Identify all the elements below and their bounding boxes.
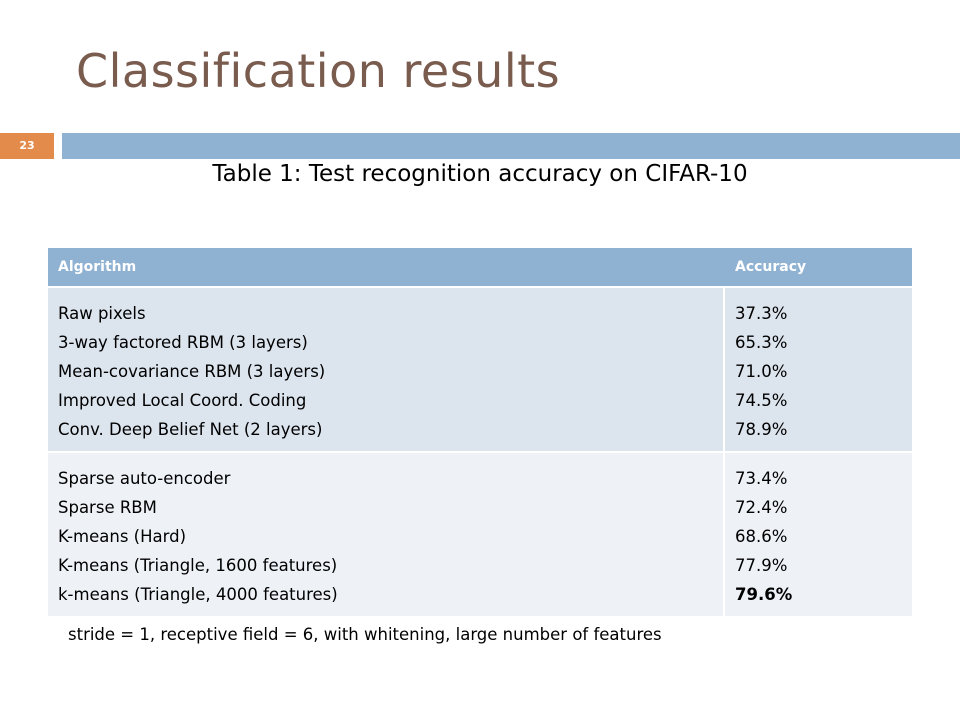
header-accuracy: Accuracy	[735, 259, 807, 275]
table-caption: Table 1: Test recognition accuracy on CI…	[212, 161, 748, 187]
footnote: stride = 1, receptive field = 6, with wh…	[68, 625, 662, 644]
table-row-group-proposed: Sparse auto-encoder Sparse RBM K-means (…	[48, 451, 912, 616]
accuracy-cell: 37.3% 65.3% 71.0% 74.5% 78.9%	[725, 288, 912, 451]
header-algorithm: Algorithm	[58, 259, 137, 275]
algorithm-name: Conv. Deep Belief Net (2 layers)	[58, 420, 323, 439]
header-rule	[62, 133, 960, 159]
algorithm-name: k-means (Triangle, 4000 features)	[58, 585, 338, 604]
algorithm-cell: Sparse auto-encoder Sparse RBM K-means (…	[48, 453, 725, 616]
results-table: Algorithm Accuracy Raw pixels 3-way fact…	[48, 248, 912, 616]
algorithm-cell: Raw pixels 3-way factored RBM (3 layers)…	[48, 288, 725, 451]
algorithm-name: K-means (Hard)	[58, 527, 187, 546]
table-row-group-baselines: Raw pixels 3-way factored RBM (3 layers)…	[48, 286, 912, 451]
accuracy-value: 77.9%	[735, 556, 788, 575]
algorithm-name: 3-way factored RBM (3 layers)	[58, 333, 308, 352]
algorithm-name: Mean-covariance RBM (3 layers)	[58, 362, 326, 381]
algorithm-name: Improved Local Coord. Coding	[58, 391, 307, 410]
accuracy-value: 72.4%	[735, 498, 788, 517]
accuracy-value: 73.4%	[735, 469, 788, 488]
slide-title: Classification results	[76, 44, 561, 98]
table-header-row: Algorithm Accuracy	[48, 248, 912, 286]
accuracy-value: 37.3%	[735, 304, 788, 323]
accuracy-value: 71.0%	[735, 362, 788, 381]
page-number-badge: 23	[0, 133, 54, 159]
algorithm-name: Sparse RBM	[58, 498, 157, 517]
algorithm-name: K-means (Triangle, 1600 features)	[58, 556, 338, 575]
accuracy-value: 74.5%	[735, 391, 788, 410]
algorithm-name: Sparse auto-encoder	[58, 469, 231, 488]
accuracy-value: 78.9%	[735, 420, 788, 439]
best-accuracy-value: 79.6%	[735, 585, 793, 604]
algorithm-name: Raw pixels	[58, 304, 146, 323]
accuracy-value: 65.3%	[735, 333, 788, 352]
accuracy-value: 68.6%	[735, 527, 788, 546]
accuracy-cell: 73.4% 72.4% 68.6% 77.9% 79.6%	[725, 453, 912, 616]
